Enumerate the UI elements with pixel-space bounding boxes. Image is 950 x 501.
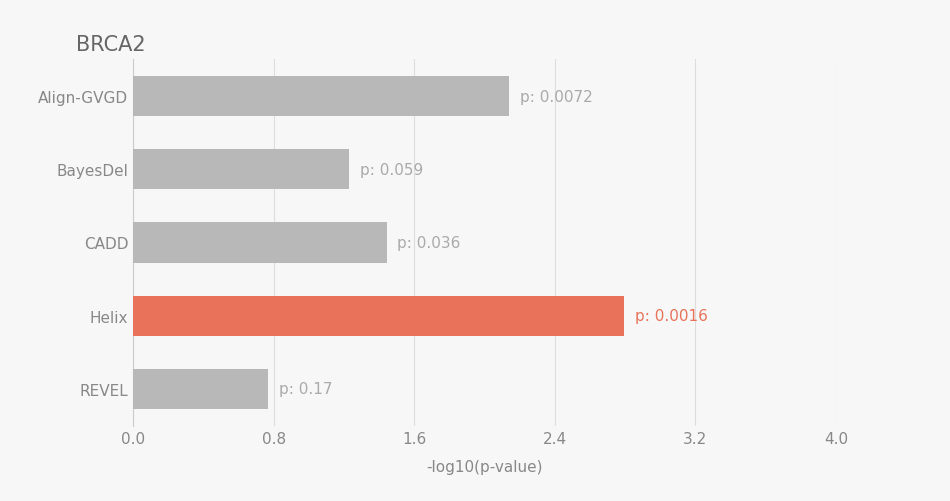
- Bar: [133, 223, 387, 263]
- Bar: [133, 77, 509, 117]
- Bar: [133, 150, 349, 190]
- X-axis label: -log10(p-value): -log10(p-value): [427, 459, 542, 474]
- Text: p: 0.0072: p: 0.0072: [520, 89, 593, 104]
- Bar: [133, 369, 268, 409]
- Text: BRCA2: BRCA2: [76, 35, 145, 55]
- Bar: [133, 296, 624, 336]
- Text: p: 0.17: p: 0.17: [279, 382, 332, 397]
- Text: p: 0.059: p: 0.059: [359, 162, 423, 177]
- Text: p: 0.036: p: 0.036: [397, 235, 461, 250]
- Text: p: 0.0016: p: 0.0016: [635, 309, 708, 324]
